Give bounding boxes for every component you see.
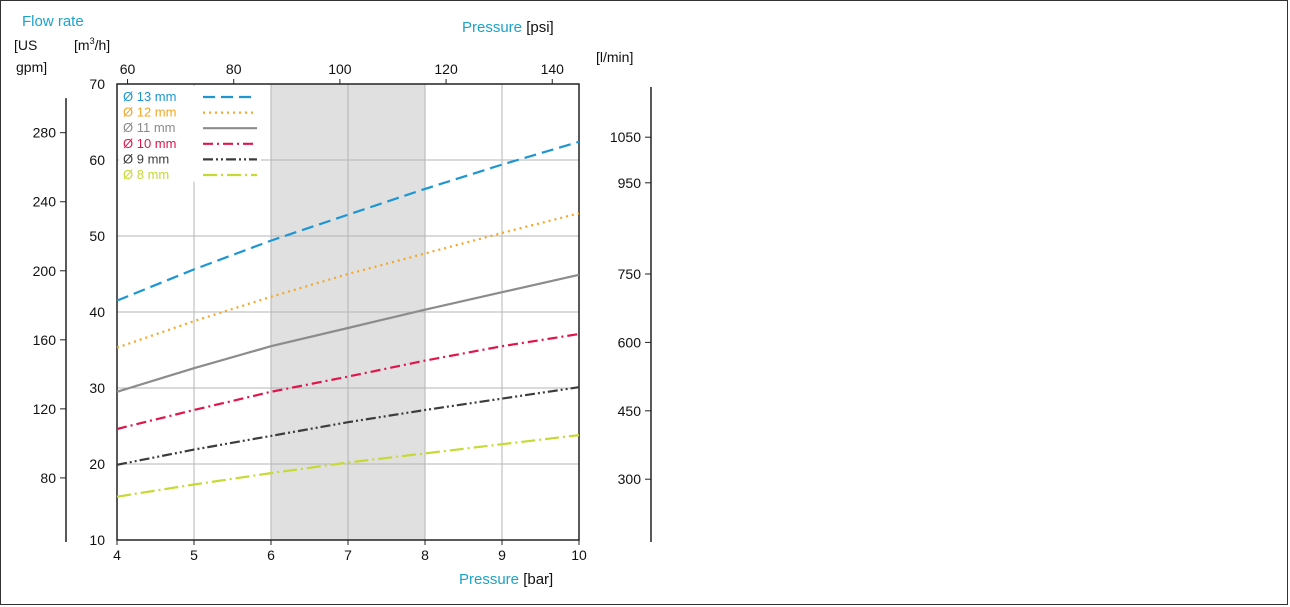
unit-lmin: [l/min] <box>596 49 633 65</box>
m3h-tick-label: 50 <box>89 228 105 244</box>
usgpm-tick-label: 280 <box>33 125 57 141</box>
lmin-tick-label: 1050 <box>610 129 641 145</box>
psi-tick-label: 100 <box>328 61 352 77</box>
usgpm-tick-label: 160 <box>33 332 57 348</box>
unit-usgpm-bottom: gpm] <box>16 59 47 75</box>
series-line-d11 <box>116 273 580 393</box>
unit-usgpm-top: [US <box>14 37 37 53</box>
psi-tick-label: 140 <box>541 61 565 77</box>
usgpm-tick-label: 120 <box>33 401 57 417</box>
lmin-tick-label: 750 <box>618 266 642 282</box>
legend-label-d13: Ø 13 mm <box>123 89 176 104</box>
psi-tick-label: 120 <box>434 61 458 77</box>
series-line-d8 <box>116 434 580 498</box>
bottom-axis-title: Pressure [bar] <box>459 571 553 588</box>
psi-tick-label: 80 <box>226 61 242 77</box>
bar-tick-label: 4 <box>113 547 121 563</box>
bar-tick-label: 10 <box>571 547 587 563</box>
bar-tick-label: 8 <box>421 547 429 563</box>
legend-label-d8: Ø 8 mm <box>123 167 169 182</box>
series-line-d9 <box>116 386 580 466</box>
m3h-tick-label: 40 <box>89 304 105 320</box>
legend-label-d11: Ø 11 mm <box>123 120 176 135</box>
usgpm-tick-label: 240 <box>33 194 57 210</box>
legend-label-d9: Ø 9 mm <box>123 151 169 166</box>
unit-m3h: [m3/h] <box>74 36 110 53</box>
bar-tick-label: 9 <box>498 547 506 563</box>
bar-tick-label: 6 <box>267 547 275 563</box>
m3h-tick-label: 20 <box>89 456 105 472</box>
psi-tick-label: 60 <box>120 61 136 77</box>
m3h-tick-label: 60 <box>89 152 105 168</box>
usgpm-tick-label: 80 <box>40 470 56 486</box>
lmin-tick-label: 300 <box>618 471 642 487</box>
m3h-tick-label: 70 <box>89 76 105 92</box>
lmin-tick-label: 450 <box>618 403 642 419</box>
legend-label-d12: Ø 12 mm <box>123 105 176 120</box>
legend-label-d10: Ø 10 mm <box>123 136 176 151</box>
lmin-tick-label: 600 <box>618 334 642 350</box>
bar-tick-label: 5 <box>190 547 198 563</box>
legend-background <box>119 86 261 182</box>
m3h-tick-label: 10 <box>89 532 105 548</box>
bar-tick-label: 7 <box>344 547 352 563</box>
series-line-d13 <box>116 140 580 302</box>
lmin-tick-label: 950 <box>618 175 642 191</box>
title-flow-rate: Flow rate <box>22 13 84 30</box>
top-axis-title: Pressure [psi] <box>462 19 554 36</box>
usgpm-tick-label: 200 <box>33 263 57 279</box>
m3h-tick-label: 30 <box>89 380 105 396</box>
